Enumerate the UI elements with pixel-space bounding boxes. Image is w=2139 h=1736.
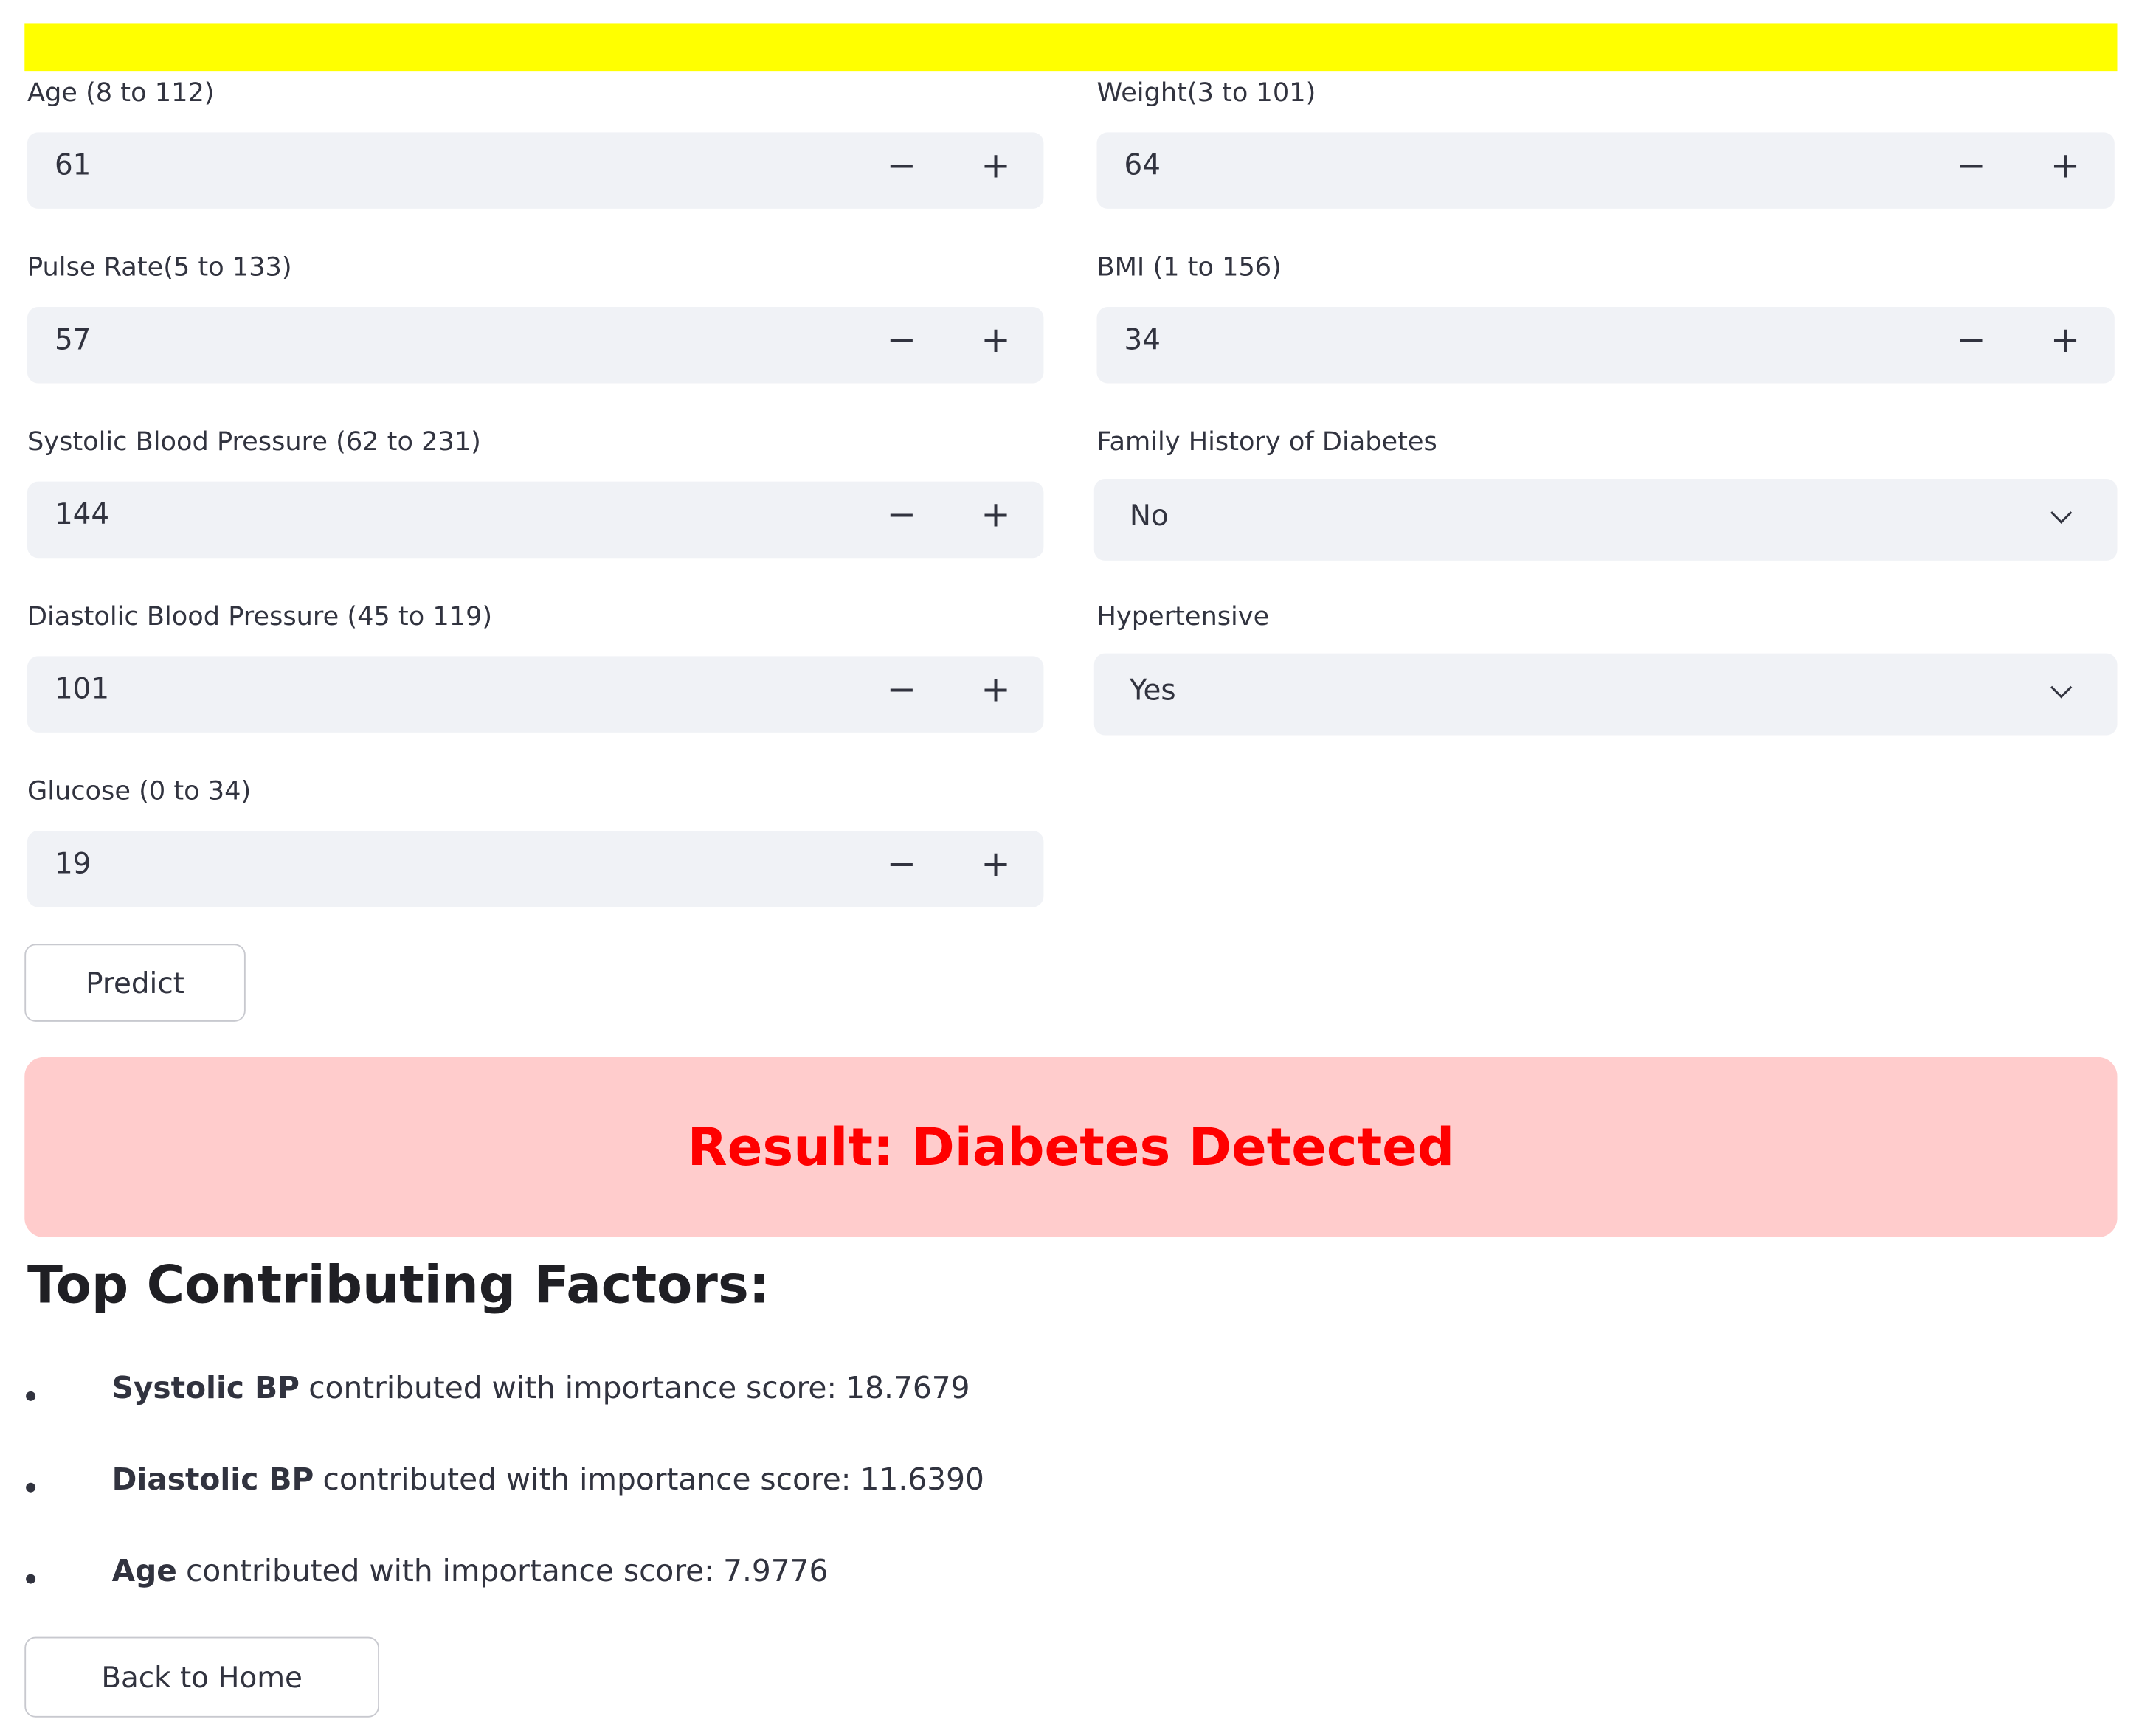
field-label: Systolic Blood Pressure (62 to 231) bbox=[27, 426, 481, 457]
decrement-button[interactable]: − bbox=[1956, 320, 1986, 362]
dropdown-chevron bbox=[2050, 677, 2073, 699]
field-label: BMI (1 to 156) bbox=[1096, 252, 1282, 283]
bullet bbox=[26, 1482, 36, 1493]
increment-button[interactable]: + bbox=[2050, 145, 2081, 187]
field-label: Glucose (0 to 34) bbox=[27, 776, 252, 806]
factor-text: contributed with importance score: bbox=[322, 1463, 851, 1498]
decrement-button[interactable]: − bbox=[886, 669, 917, 711]
factor-score: 7.9776 bbox=[723, 1555, 829, 1589]
factor-item: Age contributed with importance score: 7.9… bbox=[112, 1555, 829, 1589]
select-input[interactable]: No bbox=[1093, 478, 2118, 561]
increment-button[interactable]: + bbox=[2050, 320, 2081, 362]
number-input[interactable]: 19 − + bbox=[27, 830, 1044, 907]
field-label: Age (8 to 112) bbox=[27, 77, 215, 108]
predict-button[interactable]: Predict bbox=[24, 944, 246, 1022]
factor-score: 11.6390 bbox=[860, 1463, 984, 1498]
input-value: 144 bbox=[54, 497, 110, 531]
decrement-button[interactable]: − bbox=[886, 844, 917, 885]
dropdown-chevron bbox=[2050, 502, 2073, 524]
input-value: 57 bbox=[54, 323, 91, 356]
selected-option: Yes bbox=[1129, 674, 1176, 707]
input-value: 61 bbox=[54, 148, 91, 181]
number-input[interactable]: 57 − + bbox=[27, 307, 1044, 384]
increment-button[interactable]: + bbox=[981, 669, 1011, 711]
number-input[interactable]: 61 − + bbox=[27, 132, 1044, 209]
factor-score: 18.7679 bbox=[846, 1372, 970, 1407]
increment-button[interactable]: + bbox=[981, 145, 1011, 187]
selected-option: No bbox=[1129, 499, 1169, 533]
decrement-button[interactable]: − bbox=[1956, 145, 1986, 187]
result-banner: Result: Diabetes Detected bbox=[24, 1057, 2118, 1237]
factor-name: Diastolic BP bbox=[111, 1463, 314, 1498]
decrement-button[interactable]: − bbox=[886, 320, 917, 362]
input-value: 19 bbox=[54, 847, 91, 880]
factors-heading: Top Contributing Factors: bbox=[27, 1254, 770, 1315]
input-value: 64 bbox=[1124, 148, 1161, 181]
increment-button[interactable]: + bbox=[981, 495, 1011, 536]
field-label: Family History of Diabetes bbox=[1096, 426, 1437, 457]
number-input[interactable]: 64 − + bbox=[1096, 132, 2115, 209]
input-value: 34 bbox=[1124, 323, 1161, 356]
increment-button[interactable]: + bbox=[981, 320, 1011, 362]
back-button[interactable]: Back to Home bbox=[24, 1636, 379, 1718]
number-input[interactable]: 144 − + bbox=[27, 481, 1044, 559]
field-label: Pulse Rate(5 to 133) bbox=[27, 252, 292, 283]
select-input[interactable]: Yes bbox=[1093, 653, 2118, 736]
factor-item: Systolic BP contributed with importance s… bbox=[112, 1372, 970, 1406]
decrement-button[interactable]: − bbox=[886, 145, 917, 187]
banner bbox=[24, 23, 2118, 72]
decrement-button[interactable]: − bbox=[886, 495, 917, 536]
field-label: Hypertensive bbox=[1096, 601, 1270, 632]
factor-text: contributed with importance score: bbox=[185, 1555, 714, 1589]
bullet bbox=[26, 1574, 36, 1584]
input-value: 101 bbox=[54, 672, 110, 705]
field-label: Diastolic Blood Pressure (45 to 119) bbox=[27, 601, 493, 632]
increment-button[interactable]: + bbox=[981, 844, 1011, 885]
field-label: Weight(3 to 101) bbox=[1096, 77, 1316, 108]
factor-item: Diastolic BP contributed with importance … bbox=[112, 1464, 984, 1498]
number-input[interactable]: 101 − + bbox=[27, 656, 1044, 733]
number-input[interactable]: 34 − + bbox=[1096, 307, 2115, 384]
factor-text: contributed with importance score: bbox=[308, 1372, 837, 1407]
factor-name: Systolic BP bbox=[111, 1372, 300, 1407]
bullet bbox=[26, 1391, 36, 1401]
factor-name: Age bbox=[111, 1555, 177, 1589]
